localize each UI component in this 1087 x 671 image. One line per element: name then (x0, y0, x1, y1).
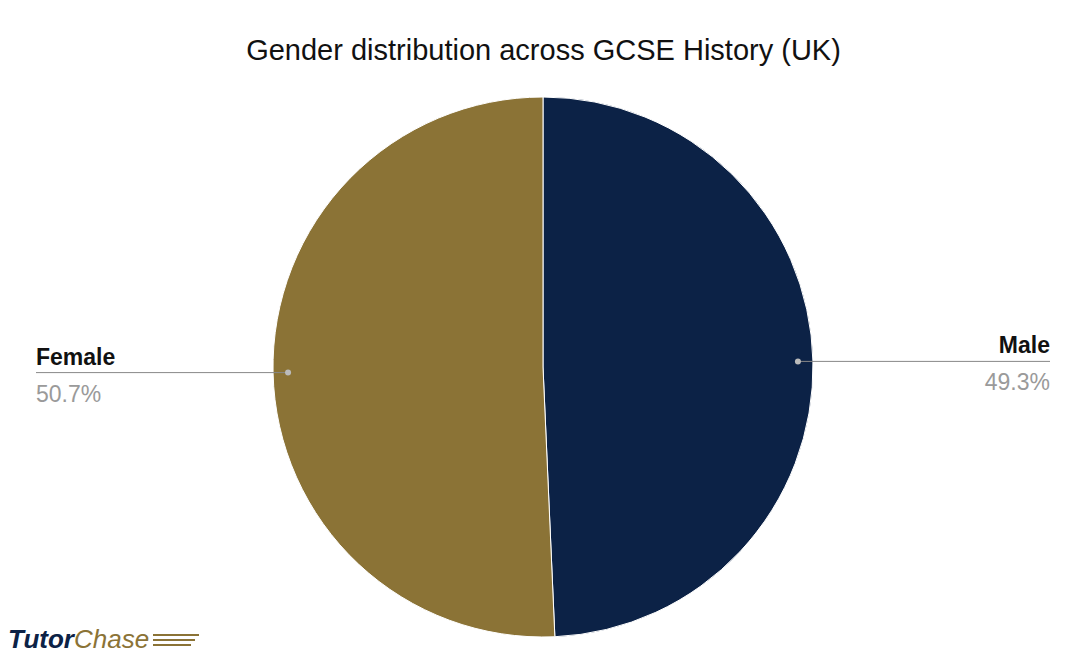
html-text:Tutor Chase: Tutor Chase (8, 624, 150, 654)
svg-text:Female: Female (36, 344, 115, 370)
svg-text:Male: Male (999, 332, 1050, 358)
html-text:Gender distribution across GCS: Gender distribution across GCSE History … (246, 34, 841, 66)
svg-text:50.7%: 50.7% (36, 381, 101, 407)
svg-text:49.3%: 49.3% (985, 369, 1050, 395)
